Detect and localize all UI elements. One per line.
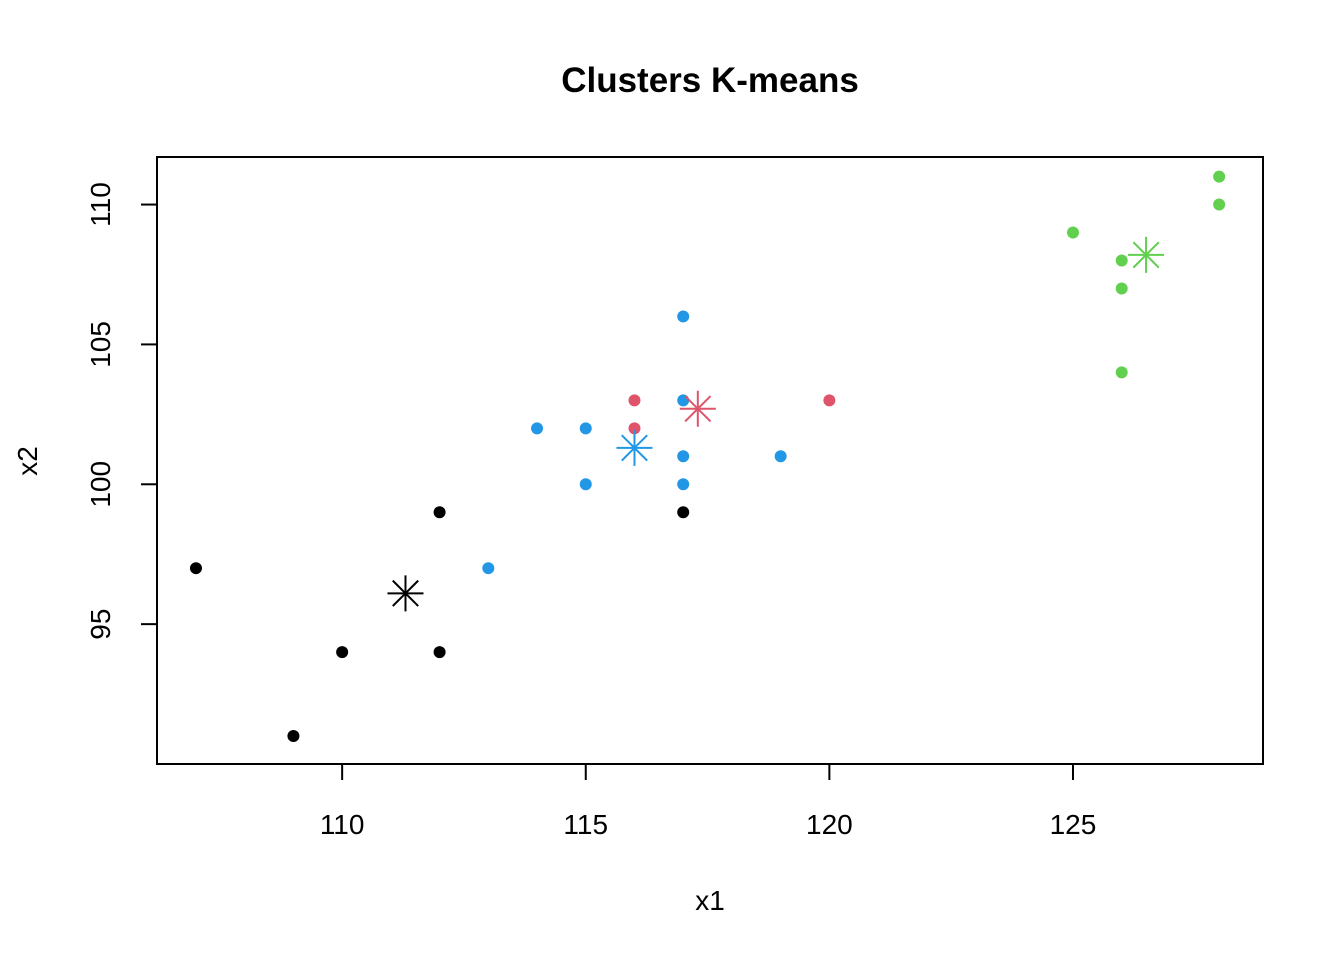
cluster-center — [616, 429, 653, 466]
data-point — [433, 506, 446, 519]
data-point — [433, 646, 446, 659]
x-axis-label: x1 — [695, 885, 725, 916]
chart-title: Clusters K-means — [561, 61, 859, 100]
data-point — [677, 478, 690, 491]
data-point — [774, 450, 787, 463]
data-point — [677, 506, 690, 519]
y-tick-label: 100 — [85, 461, 116, 508]
data-point — [1115, 282, 1128, 295]
y-tick-label: 105 — [85, 321, 116, 368]
data-point — [1213, 198, 1226, 211]
x-tick-label: 125 — [1050, 809, 1097, 840]
data-point — [628, 422, 641, 435]
x-axis: 110 115 120 125 — [320, 763, 1097, 840]
data-point — [189, 562, 202, 575]
cluster-center — [679, 390, 716, 427]
data-point — [677, 450, 690, 463]
y-tick-label: 110 — [85, 182, 116, 227]
data-point — [677, 310, 690, 323]
data-points — [189, 170, 1226, 743]
x-tick-label: 120 — [806, 809, 853, 840]
data-point — [1213, 170, 1226, 183]
data-point — [482, 562, 495, 575]
data-point — [823, 394, 836, 407]
data-point — [1115, 366, 1128, 379]
cluster-centers — [387, 236, 1165, 612]
data-point — [531, 422, 544, 435]
cluster-center — [1128, 236, 1165, 273]
data-point — [1066, 226, 1079, 239]
x-tick-label: 110 — [320, 809, 365, 840]
data-point — [579, 478, 592, 491]
x-tick-label: 115 — [563, 809, 608, 840]
y-axis-label: x2 — [12, 446, 43, 476]
y-tick-label: 95 — [85, 609, 116, 640]
data-point — [579, 422, 592, 435]
data-point — [287, 730, 300, 743]
data-point — [1115, 254, 1128, 267]
data-point — [628, 394, 641, 407]
y-axis: 95 100 105 110 — [85, 182, 158, 640]
cluster-center — [387, 575, 424, 612]
data-point — [677, 394, 690, 407]
data-point — [336, 646, 349, 659]
plot-frame — [156, 156, 1264, 765]
